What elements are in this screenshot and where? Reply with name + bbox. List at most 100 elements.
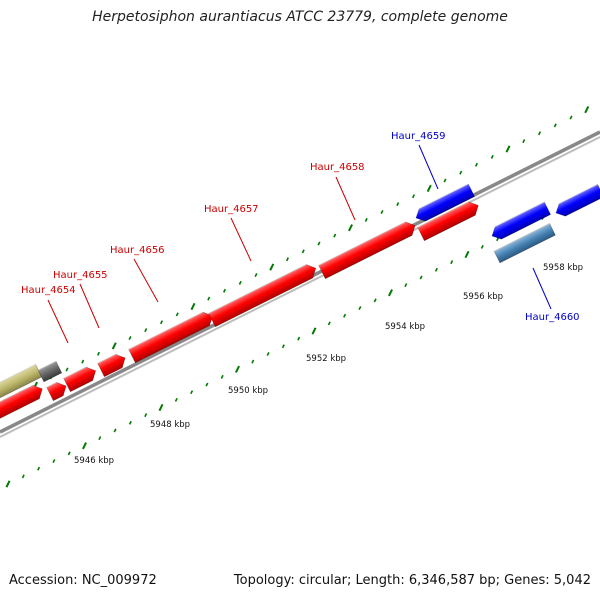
gene-features[interactable] bbox=[0, 183, 600, 421]
accession-text: Accession: NC_009972 bbox=[9, 573, 157, 588]
gene-label-haur_4657: Haur_4657 bbox=[204, 204, 259, 215]
tick-label: 5950 kbp bbox=[228, 386, 268, 396]
tick-mark bbox=[285, 257, 290, 262]
tick-mark bbox=[426, 184, 432, 192]
tick-mark bbox=[373, 298, 377, 303]
tick-mark bbox=[144, 413, 148, 418]
leader-line bbox=[230, 217, 252, 262]
tick-mark bbox=[419, 275, 423, 280]
gene-feature-left-partial[interactable] bbox=[0, 382, 46, 421]
map-title: Herpetosiphon aurantiacus ATCC 23779, co… bbox=[92, 9, 508, 25]
tick-mark bbox=[159, 320, 164, 325]
tick-mark bbox=[317, 241, 321, 246]
gene-feature-haur_4659-fwd[interactable] bbox=[417, 199, 482, 242]
tick-mark bbox=[537, 131, 542, 136]
tick-mark bbox=[490, 154, 494, 159]
tick-mark bbox=[222, 288, 227, 293]
tick-mark bbox=[411, 194, 416, 199]
tick-mark bbox=[98, 436, 102, 441]
gene-feature-haur_4657[interactable] bbox=[208, 261, 319, 328]
gene-feature-misc-gray[interactable] bbox=[37, 360, 63, 383]
tick-mark bbox=[301, 249, 305, 254]
backbone-line bbox=[0, 136, 600, 438]
gene-label-haur_4659: Haur_4659 bbox=[391, 131, 446, 142]
tick-mark bbox=[450, 260, 454, 265]
tick-mark bbox=[584, 106, 590, 114]
tick-mark bbox=[269, 263, 275, 271]
tick-label: 5948 kbp bbox=[150, 420, 190, 430]
tick-label: 5952 kbp bbox=[306, 354, 346, 364]
tick-mark bbox=[281, 344, 285, 349]
tick-mark bbox=[396, 202, 400, 207]
tick-label: 5946 kbp bbox=[74, 456, 114, 466]
tick-mark bbox=[388, 289, 393, 297]
tick-mark bbox=[459, 170, 463, 175]
tick-mark bbox=[380, 210, 384, 214]
tick-mark bbox=[238, 280, 242, 285]
tick-mark bbox=[404, 283, 408, 288]
gene-feature-rev-b[interactable] bbox=[552, 183, 600, 219]
tick-mark bbox=[174, 397, 178, 402]
gene-feature-haur_4658[interactable] bbox=[318, 219, 419, 280]
tick-mark bbox=[81, 359, 85, 364]
tick-rings: 5946 kbp 5948 kbp 5950 kbp 5952 kbp 5954 kbp… bbox=[2, 106, 591, 488]
tick-mark bbox=[175, 312, 179, 317]
tick-mark bbox=[327, 321, 331, 326]
gene-label-haur_4656: Haur_4656 bbox=[110, 245, 165, 256]
leader-line bbox=[133, 258, 159, 303]
tick-mark bbox=[480, 244, 484, 249]
tick-label: 5956 kbp bbox=[463, 292, 503, 302]
gene-label-haur_4660: Haur_4660 bbox=[525, 312, 580, 323]
tick-mark bbox=[111, 342, 117, 350]
tick-mark bbox=[21, 474, 25, 479]
tick-mark bbox=[443, 178, 447, 183]
tick-mark bbox=[190, 390, 194, 395]
gene-labels: Haur_4654 Haur_4655 Haur_4656 Haur_4657 Haur… bbox=[21, 131, 580, 344]
gene-feature-haur_4660[interactable] bbox=[493, 222, 556, 264]
tick-mark bbox=[522, 139, 526, 144]
leader-line bbox=[418, 144, 439, 190]
tick-mark bbox=[205, 382, 209, 387]
gene-label-haur_4654: Haur_4654 bbox=[21, 285, 76, 296]
tick-mark bbox=[96, 351, 101, 356]
tick-mark bbox=[144, 328, 148, 333]
tick-label: 5958 kbp bbox=[543, 263, 583, 273]
tick-mark bbox=[190, 302, 196, 311]
tick-mark bbox=[67, 451, 71, 456]
tick-mark bbox=[333, 233, 337, 238]
tick-mark bbox=[505, 145, 511, 153]
tick-mark bbox=[207, 296, 211, 301]
tick-mark bbox=[364, 217, 368, 222]
tick-mark bbox=[464, 250, 470, 259]
leader-line bbox=[47, 299, 69, 344]
tick-mark bbox=[220, 374, 224, 379]
tick-mark bbox=[128, 420, 132, 425]
gene-feature-haur_4656[interactable] bbox=[128, 309, 216, 364]
tick-mark bbox=[235, 365, 240, 373]
tick-mark bbox=[266, 351, 270, 356]
gene-feature-haur_4659[interactable] bbox=[412, 183, 475, 224]
leader-line bbox=[532, 267, 552, 310]
tick-mark bbox=[251, 359, 255, 364]
gene-feature-haur_4654[interactable] bbox=[46, 379, 70, 402]
tick-mark bbox=[434, 267, 438, 272]
tick-mark bbox=[52, 459, 56, 464]
tick-mark bbox=[311, 327, 317, 335]
tick-mark bbox=[128, 336, 132, 340]
tick-mark bbox=[553, 123, 557, 128]
gene-feature-haur_4655[interactable] bbox=[63, 364, 99, 393]
tick-mark bbox=[496, 237, 500, 242]
gene-label-haur_4658: Haur_4658 bbox=[310, 162, 365, 173]
tick-mark bbox=[82, 442, 87, 450]
tick-mark bbox=[5, 480, 11, 488]
gene-feature-rev-a[interactable] bbox=[488, 201, 551, 242]
tick-mark bbox=[474, 162, 479, 167]
tick-label: 5954 kbp bbox=[385, 322, 425, 332]
tick-mark bbox=[158, 403, 164, 412]
tick-mark bbox=[358, 306, 362, 311]
tick-mark bbox=[113, 428, 117, 433]
gene-label-haur_4655: Haur_4655 bbox=[53, 270, 108, 281]
gene-feature-haur_4656-lead[interactable] bbox=[97, 351, 129, 378]
tick-mark bbox=[65, 367, 69, 372]
